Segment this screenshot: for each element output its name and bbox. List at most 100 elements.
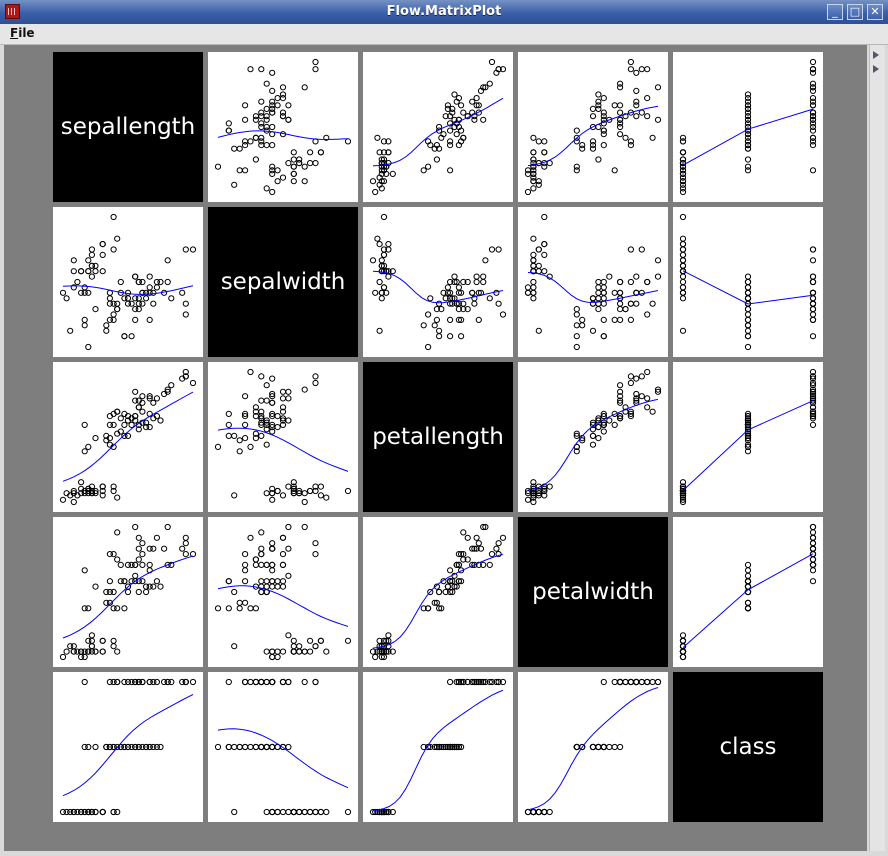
data-point — [464, 678, 471, 686]
maximize-button[interactable]: □ — [847, 4, 863, 20]
data-point — [132, 678, 139, 686]
data-point — [124, 300, 132, 307]
diagonal-label-cell: petallength — [363, 362, 513, 512]
data-point — [290, 156, 297, 163]
data-point — [617, 388, 624, 395]
data-point — [679, 289, 687, 296]
data-point — [622, 306, 629, 313]
data-point — [81, 316, 88, 324]
data-point — [285, 523, 292, 531]
data-point — [744, 430, 752, 437]
scroll-arrow-icon[interactable] — [873, 51, 879, 59]
data-point — [475, 109, 482, 116]
data-point — [744, 145, 752, 152]
data-point — [274, 424, 281, 431]
vertical-scrollbar[interactable] — [869, 45, 885, 851]
data-point — [744, 333, 752, 340]
minimize-button[interactable]: _ — [827, 4, 843, 20]
data-point — [106, 551, 114, 558]
data-point — [242, 678, 249, 686]
data-point — [164, 278, 171, 286]
data-point — [242, 567, 249, 574]
data-point — [124, 432, 132, 440]
data-point — [296, 160, 303, 167]
data-point — [455, 678, 463, 686]
data-point — [573, 432, 580, 440]
data-point — [290, 485, 297, 492]
data-point — [389, 268, 396, 275]
data-point — [312, 808, 319, 816]
data-point — [442, 295, 449, 302]
data-point — [480, 273, 487, 280]
data-point — [488, 58, 496, 66]
data-point — [247, 66, 254, 73]
data-point — [139, 393, 146, 400]
data-point — [595, 295, 602, 302]
data-point — [67, 492, 74, 499]
scatter-panel — [214, 678, 352, 816]
data-point — [627, 413, 635, 420]
data-point — [595, 105, 602, 113]
data-point — [475, 316, 482, 324]
scatter-cell — [363, 672, 513, 822]
close-button[interactable]: ✕ — [867, 4, 883, 20]
data-point — [495, 66, 502, 73]
data-point — [124, 743, 132, 751]
data-point — [143, 588, 150, 596]
title-bar: Flow.MatrixPlot _ □ ✕ — [0, 0, 888, 25]
data-point — [809, 278, 817, 286]
data-point — [617, 131, 624, 138]
data-point — [182, 300, 189, 307]
menu-file[interactable]: File — [10, 26, 35, 40]
data-point — [589, 105, 597, 113]
data-point — [110, 421, 117, 429]
data-point — [433, 306, 441, 313]
data-point — [627, 410, 635, 418]
data-point — [269, 583, 276, 590]
data-point — [124, 413, 132, 420]
data-point — [106, 588, 114, 596]
data-point — [455, 561, 463, 569]
trend-line — [217, 130, 349, 141]
data-point — [121, 578, 128, 585]
data-point — [744, 561, 752, 569]
data-point — [301, 523, 308, 531]
data-point — [809, 561, 817, 569]
data-point — [455, 284, 463, 291]
data-point — [469, 678, 476, 686]
data-point — [679, 149, 687, 156]
data-point — [146, 316, 153, 324]
data-point — [444, 105, 452, 113]
data-point — [579, 316, 586, 324]
data-point — [103, 599, 110, 606]
data-point — [809, 295, 817, 302]
data-point — [269, 98, 276, 105]
data-point — [81, 567, 88, 574]
data-point — [427, 295, 434, 302]
data-point — [225, 743, 232, 751]
variable-label: class — [719, 734, 777, 760]
data-point — [573, 333, 580, 340]
data-point — [247, 138, 254, 145]
data-point — [189, 379, 197, 387]
data-point — [376, 327, 383, 334]
data-point — [153, 578, 161, 585]
data-point — [600, 428, 607, 435]
data-point — [279, 415, 287, 422]
data-point — [809, 390, 817, 398]
data-point — [168, 295, 175, 302]
data-point — [135, 588, 142, 596]
data-point — [150, 289, 157, 296]
scroll-arrow-icon[interactable] — [873, 65, 879, 73]
data-point — [638, 289, 645, 296]
scatter-panel — [214, 368, 352, 506]
data-point — [530, 479, 537, 486]
data-point — [809, 578, 817, 585]
data-point — [440, 743, 447, 751]
data-point — [225, 578, 232, 585]
data-point — [679, 134, 687, 141]
data-point — [269, 188, 276, 196]
data-point — [633, 390, 640, 398]
data-point — [70, 648, 77, 655]
trend-line — [62, 391, 194, 482]
